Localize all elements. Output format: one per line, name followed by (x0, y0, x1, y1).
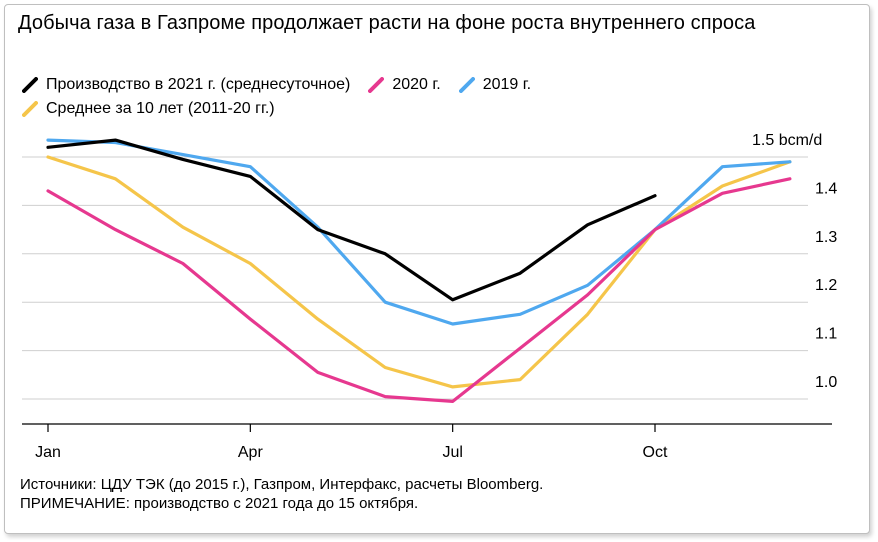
series-line-0 (46, 138, 657, 302)
y-tick-label: 1.3 (815, 229, 837, 246)
y-axis-ticks: 1.0 1.1 1.2 1.3 1.4 1.5 bcm/d (752, 132, 837, 391)
legend-item-10yr-average: Среднее за 10 лет (2011-20 гг.) (22, 99, 275, 119)
y-tick-label: 1.1 (815, 326, 837, 343)
legend-label-2019: 2019 г. (482, 76, 532, 93)
legend-item-2021: Производство в 2021 г. (среднесуточное) (22, 75, 350, 95)
legend-row-1: Производство в 2021 г. (среднесуточное) … (22, 75, 549, 95)
legend-item-2019: 2019 г. (458, 75, 532, 95)
chart-frame (4, 4, 870, 534)
legend-label-2021: Производство в 2021 г. (среднесуточное) (46, 76, 351, 93)
gridlines (22, 156, 808, 400)
series-lines (46, 138, 792, 403)
series-line-2 (46, 138, 792, 326)
legend-swatch-10yr-average (22, 101, 38, 117)
y-tick-label: 1.5 bcm/d (752, 132, 822, 149)
legend-label-2020: 2020 г. (392, 76, 441, 93)
legend-label-10yr-average: Среднее за 10 лет (2011-20 гг.) (46, 100, 275, 117)
legend-item-2020: 2020 г. (368, 75, 441, 95)
production-note: ПРИМЕЧАНИЕ: производство с 2021 года до … (20, 495, 419, 512)
legend-swatch-2021 (22, 77, 38, 93)
x-tick-label: Jan (35, 444, 61, 461)
series-line-1 (46, 177, 792, 403)
y-tick-label: 1.0 (815, 374, 837, 391)
x-axis-ticks: Jan Apr Jul Oct (35, 424, 668, 461)
legend-swatch-2019 (458, 77, 475, 93)
legend-swatch-2020 (368, 77, 385, 93)
y-tick-label: 1.4 (815, 180, 837, 197)
x-tick-label: Apr (238, 444, 264, 461)
x-tick-label: Jul (442, 444, 462, 461)
legend-row-2: Среднее за 10 лет (2011-20 гг.) (22, 99, 293, 119)
x-tick-label: Oct (643, 444, 668, 461)
sources-note: Источники: ЦДУ ТЭК (до 2015 г.), Газпром… (20, 476, 544, 493)
y-tick-label: 1.2 (815, 277, 837, 294)
series-line-3 (46, 155, 792, 389)
chart-title: Добыча газа в Газпроме продолжает расти … (18, 12, 756, 34)
